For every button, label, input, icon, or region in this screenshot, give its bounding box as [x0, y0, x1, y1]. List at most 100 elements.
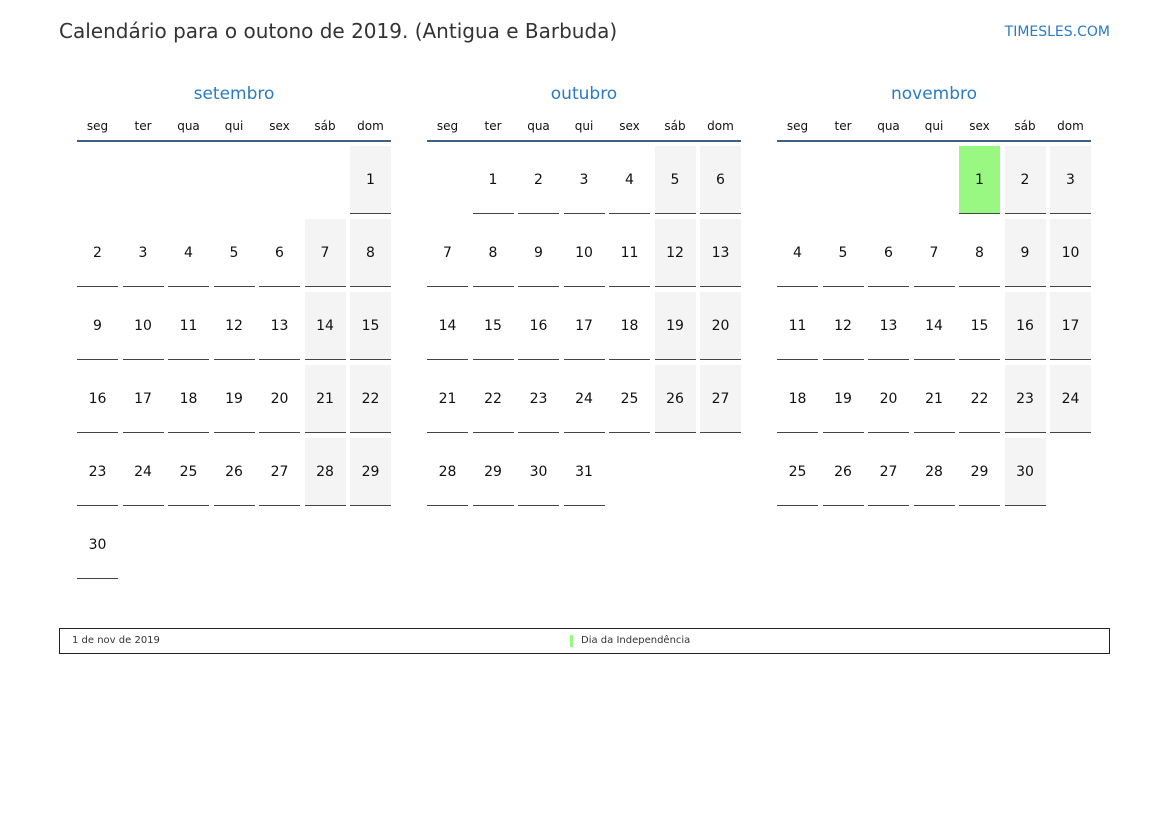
brand-link[interactable]: TIMESLES.COM — [1004, 24, 1110, 40]
weekday-label: seg — [436, 119, 459, 133]
day-cell: 19 — [213, 365, 255, 433]
day-cell: 19 — [822, 365, 864, 433]
empty-cell — [168, 146, 209, 214]
day-cell: 25 — [168, 438, 209, 506]
month-title: outubro — [550, 84, 618, 104]
day-cell: 16 — [1004, 292, 1046, 360]
day-cell: 20 — [700, 292, 741, 360]
day-cell: 28 — [304, 438, 346, 506]
weekday-label: sáb — [314, 119, 336, 133]
day-grid: 1 2 3 4 5 6 7 8 9 10 11 12 13 14 15 16 17 18 19 20 21 22 23 24 2… — [77, 146, 391, 579]
day-cell: 11 — [609, 219, 650, 287]
day-cell: 12 — [213, 292, 255, 360]
day-cell: 13 — [259, 292, 300, 360]
empty-cell — [777, 146, 818, 214]
day-cell: 28 — [913, 438, 955, 506]
weekday-label: qui — [224, 119, 244, 133]
weekday-header: seg ter qua qui sex sáb dom — [77, 118, 391, 142]
day-cell: 3 — [122, 219, 164, 287]
day-cell: 18 — [777, 365, 818, 433]
day-cell: 9 — [77, 292, 118, 360]
holiday-legend: 1 de nov de 2019 Dia da Independência — [59, 628, 1110, 654]
day-cell: 4 — [777, 219, 818, 287]
empty-cell — [823, 146, 864, 214]
day-cell: 27 — [868, 438, 909, 506]
day-cell: 31 — [563, 438, 605, 506]
day-cell: 28 — [427, 438, 468, 506]
day-cell: 24 — [122, 438, 164, 506]
day-cell: 5 — [822, 219, 864, 287]
day-cell: 23 — [77, 438, 118, 506]
day-cell: 15 — [350, 292, 391, 360]
day-cell: 2 — [1004, 146, 1046, 214]
day-cell: 7 — [913, 219, 955, 287]
month-title: setembro — [193, 84, 275, 104]
weekday-label: qui — [574, 119, 594, 133]
day-cell: 14 — [427, 292, 468, 360]
day-cell: 14 — [913, 292, 955, 360]
day-cell: 2 — [77, 219, 118, 287]
day-cell: 29 — [959, 438, 1000, 506]
day-cell: 30 — [77, 511, 118, 579]
day-cell: 15 — [959, 292, 1000, 360]
weekday-label: sáb — [1014, 119, 1036, 133]
weekday-label: qua — [527, 119, 550, 133]
day-cell: 12 — [822, 292, 864, 360]
day-cell: 15 — [472, 292, 514, 360]
day-cell: 9 — [518, 219, 559, 287]
empty-cell — [305, 146, 346, 214]
weekday-label: seg — [86, 119, 109, 133]
day-cell: 5 — [654, 146, 696, 214]
day-cell: 22 — [959, 365, 1000, 433]
day-cell: 10 — [1050, 219, 1091, 287]
day-cell: 20 — [868, 365, 909, 433]
weekday-label: sex — [969, 119, 990, 133]
weekday-label: dom — [1057, 119, 1084, 133]
day-cell: 26 — [822, 438, 864, 506]
day-cell: 4 — [609, 146, 650, 214]
day-cell: 8 — [350, 219, 391, 287]
day-cell: 7 — [304, 219, 346, 287]
day-cell: 8 — [472, 219, 514, 287]
day-cell: 23 — [518, 365, 559, 433]
day-cell: 3 — [1050, 146, 1091, 214]
month-outubro: outubro seg ter qua qui sex sáb dom 1 2 3 4 5 6 7 8 9 10 1… — [427, 84, 741, 506]
page-title: Calendário para o outono de 2019. (Antig… — [59, 19, 618, 43]
day-cell: 22 — [350, 365, 391, 433]
day-cell: 13 — [700, 219, 741, 287]
day-cell: 17 — [122, 365, 164, 433]
weekday-label: qui — [924, 119, 944, 133]
empty-cell — [914, 146, 955, 214]
day-cell: 13 — [868, 292, 909, 360]
day-cell: 1 — [472, 146, 514, 214]
day-cell: 6 — [868, 219, 909, 287]
day-cell: 27 — [700, 365, 741, 433]
day-cell: 21 — [304, 365, 346, 433]
day-cell: 5 — [213, 219, 255, 287]
empty-cell — [214, 146, 255, 214]
day-cell: 2 — [518, 146, 559, 214]
day-cell: 25 — [777, 438, 818, 506]
month-novembro: novembro seg ter qua qui sex sáb dom 1 2 3 4 5 6 7 8 9 10… — [777, 84, 1091, 506]
day-cell: 4 — [168, 219, 209, 287]
month-title: novembro — [890, 84, 978, 104]
day-cell: 6 — [700, 146, 741, 214]
day-cell-holiday: 1 — [959, 146, 1000, 214]
day-cell: 26 — [654, 365, 696, 433]
weekday-label: sex — [269, 119, 290, 133]
day-cell: 19 — [654, 292, 696, 360]
day-cell: 11 — [168, 292, 209, 360]
day-cell: 10 — [563, 219, 605, 287]
day-cell: 29 — [350, 438, 391, 506]
day-cell: 24 — [563, 365, 605, 433]
day-cell: 16 — [77, 365, 118, 433]
day-cell: 3 — [563, 146, 605, 214]
weekday-label: qua — [877, 119, 900, 133]
day-cell: 25 — [609, 365, 650, 433]
day-cell: 21 — [427, 365, 468, 433]
empty-cell — [868, 146, 909, 214]
day-cell: 9 — [1004, 219, 1046, 287]
weekday-label: dom — [357, 119, 384, 133]
day-cell: 18 — [168, 365, 209, 433]
day-cell: 20 — [259, 365, 300, 433]
